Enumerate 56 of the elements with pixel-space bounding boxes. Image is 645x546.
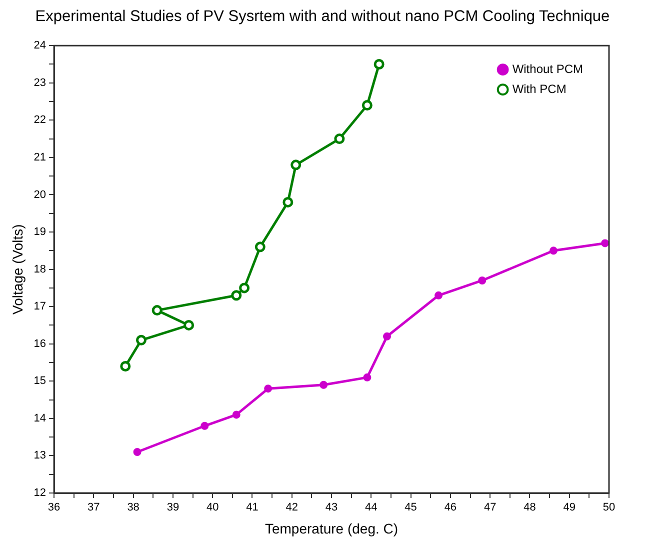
x-tick-label: 46 (444, 502, 457, 514)
point (363, 373, 372, 382)
y-tick-label: 15 (34, 375, 46, 388)
point (232, 410, 240, 419)
legend-label: With PCM (512, 82, 566, 96)
y-tick-label: 16 (34, 338, 46, 350)
y-tick-label: 14 (34, 412, 46, 424)
y-tick-label: 24 (34, 40, 46, 52)
x-tick-label: 47 (484, 502, 496, 514)
y-tick-label: 22 (34, 114, 46, 126)
chart-title: Experimental Studies of PV Sysrtem with and without nano PCM Cooling Technique (34, 8, 611, 26)
point (601, 239, 609, 248)
x-tick-label: 37 (88, 502, 100, 514)
x-axis-title: Temperature (deg. C) (264, 520, 398, 536)
x-tick-label: 45 (404, 502, 417, 514)
point (120, 360, 131, 372)
point (434, 291, 443, 300)
x-tick-label: 44 (365, 502, 378, 514)
x-tick-label: 49 (563, 502, 576, 514)
y-tick-label: 20 (34, 188, 46, 201)
point (374, 58, 384, 70)
y-tick-label: 19 (34, 226, 46, 238)
point (383, 332, 392, 340)
x-tick-label: 36 (48, 502, 60, 514)
point (282, 196, 294, 208)
point (133, 448, 142, 456)
point (478, 276, 486, 284)
point (334, 134, 345, 144)
y-axis-title: Voltage (Volts) (9, 224, 26, 314)
x-tick-label: 42 (286, 502, 298, 514)
point (320, 380, 328, 389)
point (362, 100, 372, 111)
point (184, 320, 194, 330)
x-tick-label: 40 (206, 502, 219, 514)
x-tick-label: 39 (166, 502, 180, 514)
x-tick-label: 38 (127, 502, 140, 514)
point (290, 160, 302, 170)
point (152, 305, 162, 316)
x-tick-label: 41 (246, 502, 258, 514)
y-tick-label: 12 (34, 487, 46, 500)
point (200, 422, 209, 430)
y-tick-label: 13 (34, 450, 46, 462)
x-tick-label: 50 (602, 502, 616, 514)
point (254, 242, 266, 252)
y-tick-label: 23 (34, 76, 46, 89)
legend-label: Without PCM (512, 62, 584, 76)
point (136, 334, 146, 346)
y-tick-label: 18 (34, 263, 46, 276)
y-tick-label: 17 (34, 300, 46, 313)
point (231, 290, 242, 301)
point (550, 246, 558, 255)
point (264, 384, 272, 393)
x-tick-label: 48 (524, 502, 536, 514)
x-tick-label: 43 (325, 502, 338, 514)
point (239, 282, 250, 294)
y-tick-label: 21 (34, 151, 46, 164)
